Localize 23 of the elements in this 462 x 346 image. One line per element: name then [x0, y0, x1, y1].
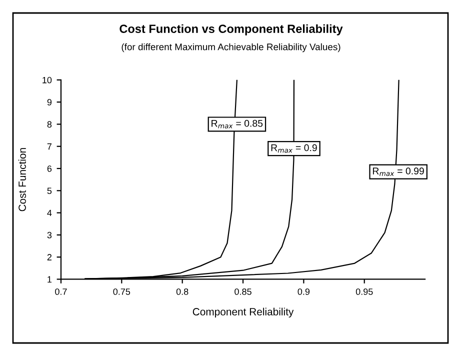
x-axis-title: Component Reliability: [192, 308, 294, 318]
y-tick-label: 10: [42, 76, 52, 84]
y-tick-label: 7: [47, 143, 52, 150]
x-tick-label: 0.8: [176, 288, 188, 295]
chart-title: Cost Function vs Component Reliability: [120, 24, 343, 36]
y-tick-label: 2: [47, 254, 52, 260]
y-tick-label: 3: [47, 232, 52, 238]
y-tick-label: 1: [48, 276, 52, 282]
y-tick-label: 6: [47, 165, 52, 172]
y-tick-label: 9: [47, 99, 52, 106]
x-tick-label: 0.7: [55, 288, 67, 295]
y-tick-label: 4: [47, 210, 52, 216]
annotation: R$_{max}$ = 0.9: [271, 144, 317, 153]
chart-subtitle: (for different Maximum Achievable Reliability Values): [122, 43, 340, 52]
x-tick-label: 0.85: [234, 288, 252, 295]
annotation: R$_{max}$ = 0.99: [372, 168, 424, 176]
y-tick-label: 5: [47, 188, 52, 194]
x-tick-label: 0.75: [113, 288, 130, 295]
y-tick-label: 8: [47, 121, 52, 128]
annotation: R$_{max}$ = 0.85: [212, 120, 263, 128]
y-axis-title: Cost Function: [18, 148, 26, 212]
x-tick-label: 0.95: [356, 288, 373, 295]
x-tick-label: 0.9: [298, 288, 310, 295]
